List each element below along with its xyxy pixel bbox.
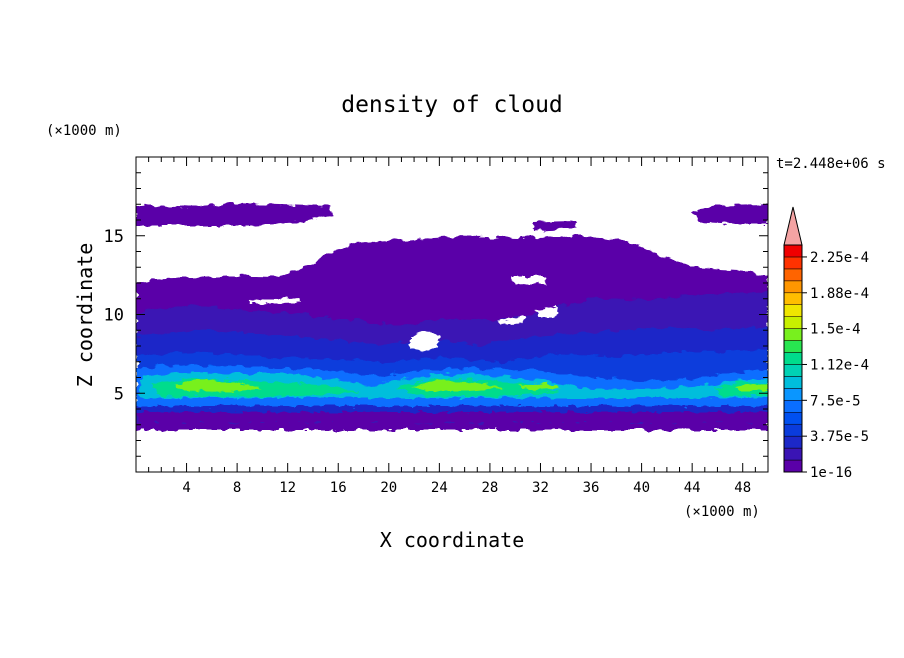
x-tick-label: 36 [583, 480, 600, 496]
colorbar-swatch [783, 400, 803, 413]
colorbar-label: 1.88e-4 [810, 286, 869, 302]
x-tick-label: 24 [431, 480, 448, 496]
colorbar-swatch [783, 412, 803, 425]
colorbar-swatch [783, 328, 803, 341]
colorbar-swatch [783, 340, 803, 353]
chart-title: density of cloud [341, 92, 563, 118]
cloud-base [136, 412, 768, 423]
x-tick-label: 12 [279, 480, 296, 496]
colorbar-swatch [783, 435, 803, 449]
colorbar-swatch [783, 268, 803, 282]
cloud-core-2 [410, 380, 505, 391]
colorbar-swatch [783, 352, 803, 365]
x-tick-label: 8 [233, 480, 241, 496]
x-tick-label: 48 [734, 480, 751, 496]
x-tick-label: 32 [532, 480, 549, 496]
clear-gap-5 [248, 298, 300, 304]
x-tick-label: 4 [182, 480, 190, 496]
colorbar-swatch [783, 447, 803, 461]
x-tick-label: 44 [684, 480, 701, 496]
x-tick-label: 16 [330, 480, 347, 496]
cloud-core-3 [520, 383, 560, 390]
y-unit-label: (×1000 m) [46, 123, 122, 139]
density-field [136, 203, 768, 430]
colorbar-label: 1e-16 [810, 465, 852, 481]
cloud-core-1 [175, 379, 262, 392]
y-axis-ticks: 5 10 15 [104, 172, 768, 457]
clear-gap-1 [410, 330, 440, 352]
colorbar-frame [783, 244, 803, 473]
colorbar-swatch [783, 459, 803, 473]
colorbar-swatch [783, 388, 803, 401]
colorbar-label: 3.75e-5 [810, 429, 869, 445]
colorbar-swatch [783, 364, 803, 377]
colorbar-swatch [783, 376, 803, 389]
upper-cloud-patch-right [692, 204, 768, 224]
x-axis-ticks: 4 8 12 16 20 24 28 32 36 40 44 48 [148, 157, 756, 496]
upper-cloud-patch-small [532, 221, 578, 231]
colorbar-swatch [783, 280, 803, 294]
y-tick-label: 5 [114, 384, 124, 404]
colorbar-swatch [783, 292, 803, 305]
colorbar-label: 2.25e-4 [810, 250, 869, 266]
time-label: t=2.448e+06 s [776, 156, 886, 172]
x-tick-label: 20 [380, 480, 397, 496]
colorbar-label: 1.5e-4 [810, 322, 861, 338]
clear-gap-4 [536, 306, 558, 318]
colorbar-swatch [783, 423, 803, 437]
colorbar-swatch [783, 244, 803, 258]
colorbar-swatch [783, 256, 803, 270]
colorbar: 2.25e-4 1.88e-4 1.5e-4 1.12e-4 7.5e-5 3.75e-5… [783, 206, 869, 481]
x-unit-label: (×1000 m) [684, 504, 760, 520]
cloud-core-4 [735, 384, 768, 391]
clear-gap-2 [512, 276, 546, 285]
colorbar-extend-arrow [783, 206, 803, 246]
colorbar-label: 7.5e-5 [810, 393, 861, 409]
x-tick-label: 40 [633, 480, 650, 496]
clear-gap-3 [498, 316, 525, 325]
y-axis-label: Z coordinate [73, 243, 97, 388]
colorbar-swatch [783, 316, 803, 329]
colorbar-swatch [783, 304, 803, 317]
x-axis-label: X coordinate [380, 528, 525, 552]
y-tick-label: 10 [104, 306, 124, 326]
upper-cloud-patch-left [136, 203, 334, 226]
colorbar-label: 1.12e-4 [810, 357, 869, 373]
y-tick-label: 15 [104, 227, 124, 247]
x-tick-label: 28 [481, 480, 498, 496]
